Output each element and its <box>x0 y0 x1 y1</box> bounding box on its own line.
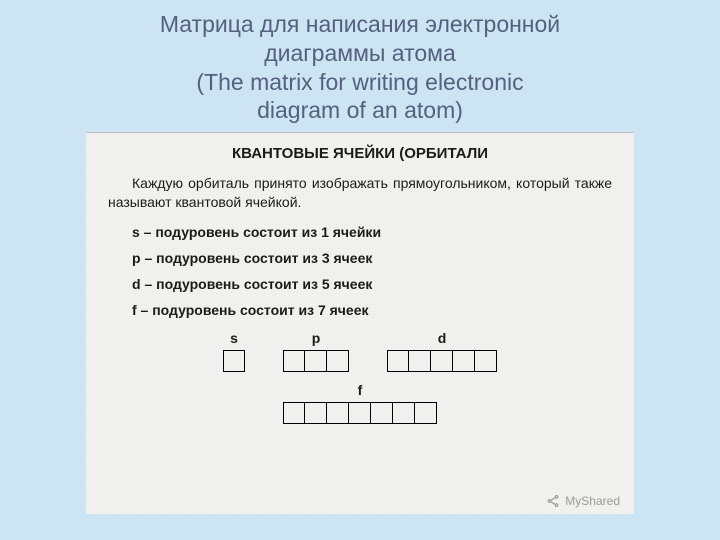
share-icon <box>546 494 560 508</box>
quantum-cell <box>283 402 305 424</box>
orbital-group-d: d <box>387 330 497 372</box>
orbital-label-d: d <box>438 330 447 346</box>
quantum-cell <box>305 402 327 424</box>
orbital-diagram: s p d f <box>108 330 612 424</box>
orbital-label-p: p <box>312 330 321 346</box>
slide: Матрица для написания электронной диагра… <box>0 0 720 540</box>
title-line-1: Матрица для написания электронной <box>40 10 680 39</box>
orbital-cells-f <box>283 402 437 424</box>
quantum-cell <box>349 402 371 424</box>
rule-p: p – подуровень состоит из 3 ячеек <box>108 250 612 266</box>
orbital-cells-s <box>223 350 245 372</box>
quantum-cell <box>371 402 393 424</box>
title-line-3: (The matrix for writing electronic <box>40 68 680 97</box>
orbital-group-p: p <box>283 330 349 372</box>
quantum-cell <box>327 350 349 372</box>
title-line-2: диаграммы атома <box>40 39 680 68</box>
quantum-cell <box>475 350 497 372</box>
quantum-cell <box>431 350 453 372</box>
orbital-group-s: s <box>223 330 245 372</box>
quantum-cell <box>305 350 327 372</box>
box-heading: КВАНТОВЫЕ ЯЧЕЙКИ (ОРБИТАЛИ <box>108 145 612 162</box>
quantum-cell <box>283 350 305 372</box>
orbital-group-f: f <box>283 382 437 424</box>
quantum-cell <box>223 350 245 372</box>
orbital-cells-d <box>387 350 497 372</box>
intro-text: Каждую орбиталь принято изображать прямо… <box>108 174 612 212</box>
quantum-cell <box>415 402 437 424</box>
quantum-cell <box>387 350 409 372</box>
watermark-text: MyShared <box>565 494 620 508</box>
quantum-cell <box>409 350 431 372</box>
orbital-label-s: s <box>230 330 238 346</box>
title-line-4: diagram of an atom) <box>40 96 680 125</box>
watermark: MyShared <box>546 494 620 508</box>
content-box: КВАНТОВЫЕ ЯЧЕЙКИ (ОРБИТАЛИ Каждую орбита… <box>86 132 634 514</box>
orbital-label-f: f <box>358 382 363 398</box>
orbital-row-1: spd <box>108 330 612 372</box>
header: Матрица для написания электронной диагра… <box>0 0 720 131</box>
orbital-row-2: f <box>108 382 612 424</box>
quantum-cell <box>393 402 415 424</box>
quantum-cell <box>327 402 349 424</box>
quantum-cell <box>453 350 475 372</box>
rule-f: f – подуровень состоит из 7 ячеек <box>108 302 612 318</box>
rule-s: s – подуровень состоит из 1 ячейки <box>108 224 612 240</box>
rule-d: d – подуровень состоит из 5 ячеек <box>108 276 612 292</box>
orbital-cells-p <box>283 350 349 372</box>
